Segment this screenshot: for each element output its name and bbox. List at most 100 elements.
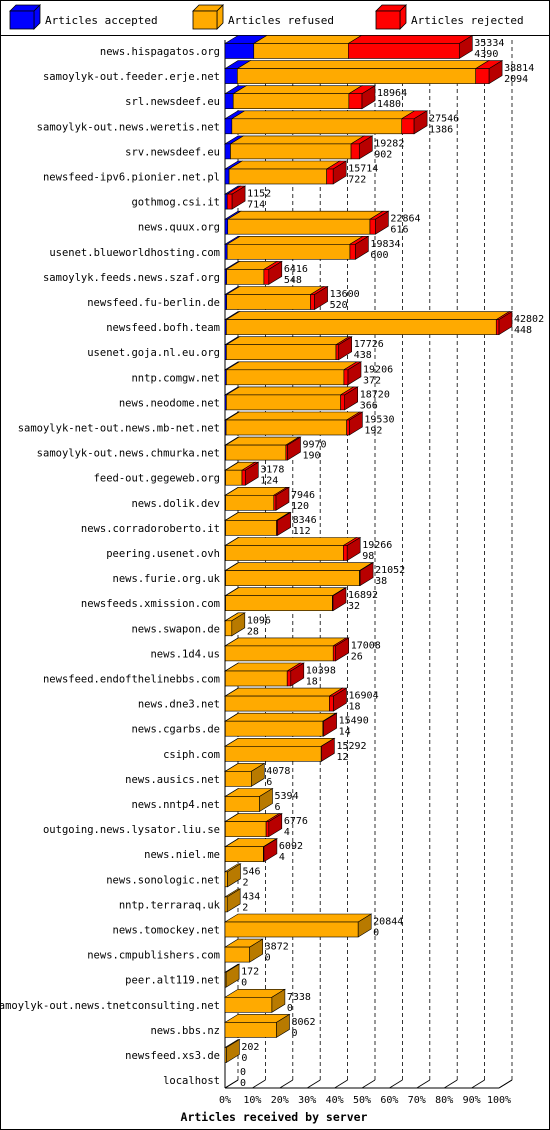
value-label-bottom: 38 [375, 576, 387, 587]
value-label-bottom: 548 [284, 275, 302, 286]
bar-segment-refused [225, 494, 275, 511]
bar-segment-rejected [343, 545, 348, 561]
bar-segment-refused-top [232, 85, 363, 94]
bar-segment-refused-top [226, 210, 384, 220]
bar-side-face [355, 235, 369, 260]
legend-label-refused: Articles refused [228, 14, 334, 27]
bar-side-face [323, 712, 337, 737]
bar-side-face [333, 687, 347, 712]
category-label: news.dne3.net [138, 699, 220, 711]
bar-side-face [335, 637, 350, 662]
bar-side-face [361, 85, 376, 110]
plot-area: 0% 10% 20% 30% 40% 50% 60% 70% 80% 90% 100% news.hi… [0, 34, 544, 1106]
value-label-top: 15490 [339, 716, 369, 727]
value-label-bottom: 0 [265, 953, 271, 964]
category-label: csiph.com [163, 749, 220, 761]
bar-segment-rejected [343, 369, 349, 386]
bar-segment-refused-top [225, 411, 361, 421]
bar-segment-refused [231, 118, 403, 135]
bar-segment-refused [226, 394, 341, 411]
bar-segment-refused [225, 419, 347, 436]
bar-segment-refused [224, 771, 252, 787]
category-label: newsfeed.endofthelinebbs.com [43, 674, 220, 686]
x-tick-label: 10% [243, 1095, 261, 1106]
value-label-bottom: 2 [242, 902, 248, 913]
x-tick-mark [252, 1079, 266, 1089]
value-label-bottom: 616 [390, 225, 408, 236]
bar-side-face [231, 185, 246, 210]
category-label: newsfeed.fu-berlin.de [87, 297, 220, 309]
bar-segment-rejected [475, 68, 490, 84]
value-label-top: 19206 [363, 364, 393, 375]
bar-segment-accepted [224, 118, 233, 135]
bar-segment-rejected [347, 43, 460, 59]
value-label-bottom: 18 [349, 702, 361, 713]
value-label-top: 15714 [348, 164, 378, 175]
x-tick-label: 70% [408, 1095, 426, 1106]
category-label: news.tomockey.net [113, 925, 220, 937]
value-label-bottom: 2094 [504, 74, 528, 85]
bar-side-face [349, 411, 363, 436]
bar-segment-rejected [369, 218, 376, 235]
bar-segment-rejected [263, 269, 270, 285]
x-tick-label: 0% [219, 1095, 231, 1106]
bar-segment-rejected [273, 494, 277, 511]
value-label-top: 8346 [293, 515, 317, 526]
value-label-top: 10398 [306, 666, 336, 677]
bar-segment-refused-top [224, 712, 337, 722]
bar-segment-refused [226, 369, 345, 386]
x-tick-label: 60% [380, 1095, 398, 1106]
x-axis: 0% 10% 20% 30% 40% 50% 60% 70% 80% 90% 100% [219, 40, 513, 1106]
bar-segment-refused [224, 695, 330, 712]
bar-side-face [344, 386, 359, 411]
bar-segment-refused [224, 946, 250, 963]
category-label: samoylyk-out.news.chmurka.net [37, 448, 220, 460]
bar-segment-rejected [310, 294, 315, 310]
bar-side-face [268, 813, 283, 838]
bar-row: localhost 00 [163, 1067, 246, 1089]
bar-segment-accepted [224, 244, 228, 260]
value-label-top: 19282 [374, 138, 404, 149]
bar-segment-accepted [224, 43, 255, 59]
x-tick-mark [361, 1079, 376, 1089]
value-label-bottom: 448 [514, 325, 532, 336]
bar-segment-refused [224, 745, 322, 762]
bar-side-face [231, 612, 246, 637]
bar-side-face [275, 486, 290, 511]
bar-segment-refused-top [224, 737, 336, 747]
legend-label-accepted: Articles accepted [45, 14, 158, 27]
category-label: samoylyk-out.news.weretis.net [37, 121, 220, 133]
x-tick-mark [306, 1079, 321, 1089]
value-label-bottom: 366 [360, 400, 378, 411]
bar-segment-refused-top [224, 587, 347, 597]
bar-side-face [287, 436, 301, 461]
bar-segment-refused-top [225, 386, 355, 396]
bar-segment-refused [224, 821, 267, 837]
value-label-top: 0 [240, 1067, 246, 1078]
x-tick-mark [416, 1079, 431, 1089]
bar-segment-rejected [346, 419, 350, 436]
bar-segment-refused [224, 620, 233, 637]
x-tick-mark [443, 1079, 458, 1089]
bar-side-face [290, 662, 305, 687]
bar-segment-accepted [224, 168, 230, 185]
value-label-top: 22864 [390, 214, 420, 225]
category-label: news.nntp4.net [131, 799, 220, 811]
category-label: news.neodome.net [119, 397, 220, 409]
